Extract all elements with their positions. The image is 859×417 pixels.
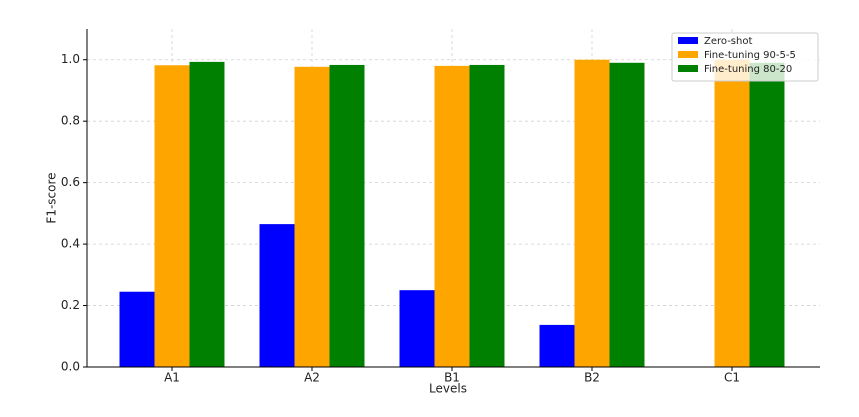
bar [574, 59, 610, 368]
x-tick-label: B2 [584, 371, 600, 385]
y-tick-label: 0.4 [61, 237, 80, 251]
y-tick-label: 0.0 [61, 360, 80, 374]
legend-swatch [678, 37, 698, 44]
legend-label: Zero-shot [704, 36, 752, 47]
y-axis-label: F1-score [45, 172, 59, 223]
legend-swatch [678, 51, 698, 58]
x-tick-label: C1 [724, 371, 740, 385]
bar [434, 65, 470, 367]
bar [749, 62, 785, 368]
legend-label: Fine-tuning 90-5-5 [704, 50, 796, 61]
bar [609, 62, 645, 368]
y-tick-label: 0.6 [61, 175, 80, 189]
bar [469, 64, 505, 367]
bar [259, 224, 295, 367]
bar [399, 290, 435, 367]
y-tick-label: 0.2 [61, 298, 80, 312]
bar [539, 324, 575, 367]
bar [154, 65, 190, 367]
bar [189, 61, 225, 368]
x-tick-label: B1 [444, 371, 460, 385]
y-tick-label: 1.0 [61, 52, 80, 66]
bar [294, 66, 330, 367]
legend-label: Fine-tuning 80-20 [704, 64, 792, 75]
y-tick-label: 0.8 [61, 114, 80, 128]
x-tick-label: A1 [164, 371, 180, 385]
bar [714, 59, 750, 368]
x-axis-label: Levels [429, 382, 467, 396]
bar [119, 291, 155, 367]
x-tick-label: A2 [304, 371, 320, 385]
legend-box [671, 32, 819, 82]
bar [329, 64, 365, 367]
legend-swatch [678, 65, 698, 72]
